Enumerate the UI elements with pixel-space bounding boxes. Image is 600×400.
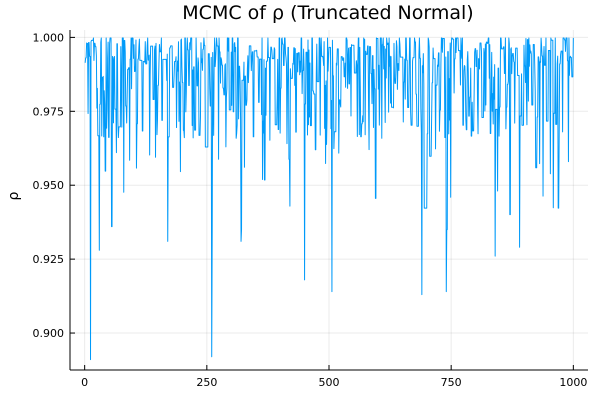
x-tick-label: 0	[81, 376, 88, 389]
y-tick-label: 1.000	[33, 31, 65, 44]
series-layer	[84, 37, 574, 361]
y-tick-label: 0.950	[33, 179, 65, 192]
y-tick-label: 0.900	[33, 327, 65, 340]
chart-title: MCMC of ρ (Truncated Normal)	[182, 2, 473, 24]
tick-labels: 0 250 500 750 1000 0.900 0.925 0.950 0.975 1.000	[33, 31, 588, 389]
y-axis-label: ρ	[6, 191, 22, 200]
x-tick-label: 500	[319, 376, 340, 389]
grid	[70, 30, 588, 370]
x-tick-label: 750	[441, 376, 462, 389]
y-tick-label: 0.925	[33, 253, 65, 266]
x-tick-label: 1000	[559, 376, 587, 389]
x-tick-label: 250	[196, 376, 217, 389]
series-line	[84, 37, 574, 361]
y-tick-label: 0.975	[33, 105, 65, 118]
axes	[69, 30, 588, 371]
